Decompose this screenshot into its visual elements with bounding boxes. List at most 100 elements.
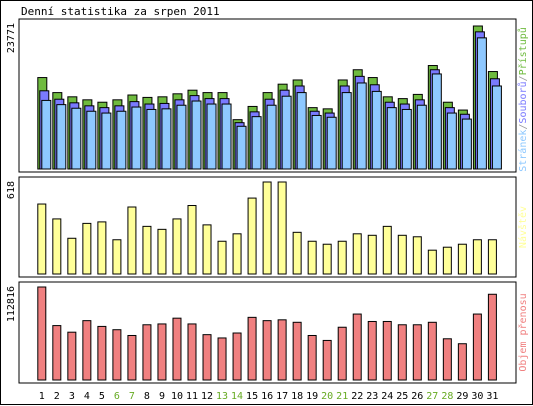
bar-volume-4 [82, 320, 92, 381]
bar-volume-1 [37, 286, 47, 381]
bar-volume-19 [307, 334, 317, 381]
bar-visits-28 [442, 246, 452, 275]
bar-volume-15 [247, 316, 257, 381]
bar-visits-27 [427, 249, 437, 275]
bar-visits-15 [247, 197, 257, 275]
bar-visits-17 [277, 181, 287, 275]
day-label-13: 13 [216, 391, 228, 402]
bar-stránek-21 [341, 92, 352, 170]
day-label-17: 17 [276, 391, 288, 402]
bar-stránek-6 [116, 110, 127, 170]
panel-2-frame [18, 176, 517, 278]
bar-volume-12 [202, 334, 212, 381]
day-label-2: 2 [54, 391, 60, 402]
bar-visits-31 [487, 239, 497, 275]
day-label-10: 10 [171, 391, 183, 402]
bar-volume-3 [67, 331, 77, 381]
bar-visits-18 [292, 231, 302, 275]
bar-volume-29 [457, 343, 467, 381]
panel-3-frame [18, 281, 517, 384]
bar-volume-25 [397, 324, 407, 381]
bar-visits-30 [472, 239, 482, 275]
bar-stránek-25 [401, 108, 412, 170]
bar-stránek-12 [206, 103, 217, 170]
legend-item: Stránek [517, 130, 529, 172]
bar-volume-23 [367, 320, 377, 381]
bar-volume-31 [487, 293, 497, 381]
bar-volume-8 [142, 324, 152, 381]
panel-3-ylabel: 112816 [6, 286, 17, 322]
day-label-3: 3 [69, 391, 75, 402]
day-label-28: 28 [441, 391, 453, 402]
bar-stránek-27 [431, 73, 442, 170]
bar-stránek-1 [41, 99, 52, 170]
day-label-21: 21 [336, 391, 348, 402]
bar-visits-16 [262, 181, 272, 275]
day-label-22: 22 [351, 391, 363, 402]
bar-visits-21 [337, 240, 347, 275]
bar-stránek-2 [56, 104, 67, 170]
bar-volume-5 [97, 325, 107, 381]
day-label-18: 18 [291, 391, 303, 402]
legend-panel-3: Objem přenosu [517, 293, 529, 371]
bar-visits-29 [457, 243, 467, 275]
bar-volume-21 [337, 326, 347, 381]
bar-visits-7 [127, 206, 137, 275]
bar-volume-28 [442, 338, 452, 381]
bar-stránek-4 [86, 110, 97, 170]
bar-stránek-5 [101, 112, 112, 170]
day-label-29: 29 [456, 391, 468, 402]
bar-volume-18 [292, 321, 302, 381]
bar-visits-3 [67, 237, 77, 275]
bar-visits-1 [37, 203, 47, 275]
legend-panel-1: Stránek/Souborů/Přístupů [517, 27, 529, 172]
bar-stránek-3 [71, 107, 82, 170]
bar-visits-19 [307, 240, 317, 275]
bar-volume-2 [52, 325, 62, 381]
bar-stránek-11 [191, 100, 202, 170]
panel-1-ylabel: 23771 [6, 23, 17, 53]
day-label-6: 6 [114, 391, 120, 402]
bar-volume-22 [352, 313, 362, 381]
bar-visits-23 [367, 234, 377, 275]
day-label-8: 8 [144, 391, 150, 402]
day-label-9: 9 [159, 391, 165, 402]
bar-visits-12 [202, 224, 212, 275]
panel-2-ylabel: 618 [6, 181, 17, 199]
bar-volume-16 [262, 320, 272, 381]
bar-stránek-26 [416, 104, 427, 170]
day-label-30: 30 [471, 391, 483, 402]
bar-visits-25 [397, 234, 407, 275]
panel-1-frame [18, 18, 517, 173]
day-label-14: 14 [231, 391, 243, 402]
bar-stránek-19 [311, 114, 322, 170]
day-label-15: 15 [246, 391, 258, 402]
bar-volume-30 [472, 313, 482, 381]
bar-stránek-24 [386, 107, 397, 170]
legend-item: / [518, 124, 529, 130]
bar-volume-26 [412, 324, 422, 381]
day-label-16: 16 [261, 391, 273, 402]
bar-visits-22 [352, 233, 362, 275]
bar-stránek-20 [326, 116, 337, 170]
bar-stránek-18 [296, 92, 307, 170]
bar-stránek-17 [281, 95, 292, 170]
day-label-27: 27 [426, 391, 438, 402]
bar-stránek-28 [446, 112, 457, 170]
day-label-25: 25 [396, 391, 408, 402]
day-label-19: 19 [306, 391, 318, 402]
bar-visits-6 [112, 239, 122, 275]
bar-volume-11 [187, 323, 197, 381]
bar-visits-14 [232, 233, 242, 275]
bar-volume-9 [157, 323, 167, 381]
bar-volume-7 [127, 334, 137, 381]
bar-stránek-15 [251, 116, 262, 170]
bar-stránek-13 [221, 103, 232, 170]
day-label-1: 1 [39, 391, 45, 402]
day-label-23: 23 [366, 391, 378, 402]
bar-visits-11 [187, 205, 197, 275]
day-label-7: 7 [129, 391, 135, 402]
bar-stránek-10 [176, 104, 187, 170]
bar-volume-20 [322, 339, 332, 381]
